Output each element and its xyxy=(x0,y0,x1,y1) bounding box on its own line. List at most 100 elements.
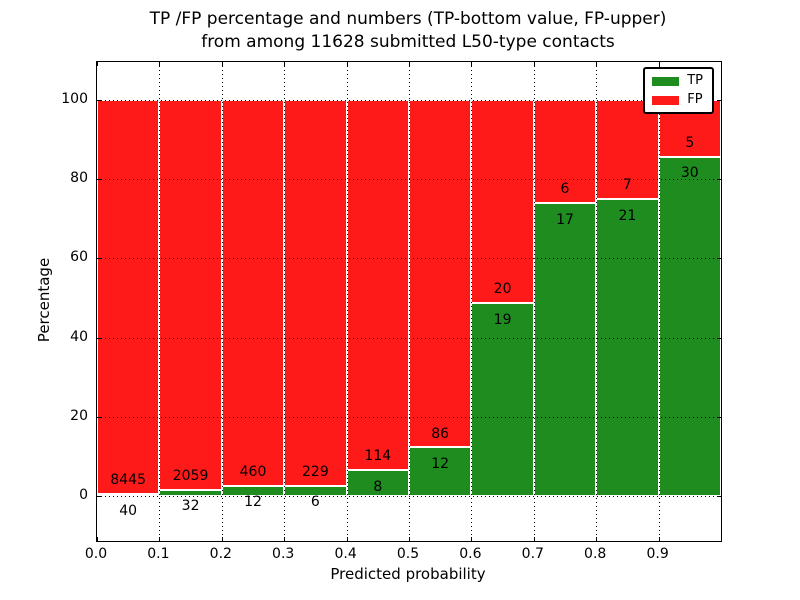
fp-swatch-icon xyxy=(652,95,680,105)
tick-mark xyxy=(346,537,348,541)
grid-line-v xyxy=(471,62,473,541)
chart-title: TP /FP percentage and numbers (TP-bottom… xyxy=(96,8,720,54)
grid-line-v xyxy=(284,62,286,541)
bar-label-fp: 86 xyxy=(431,425,450,442)
x-tick-label: 0.8 xyxy=(584,546,607,562)
tick-mark xyxy=(717,416,721,418)
tick-mark xyxy=(159,62,161,66)
tick-mark xyxy=(97,100,101,101)
plot-area: 8445 40 2059 32 460 12 229 6 114 8 86 12 20 19 6 17 7 21 5… xyxy=(96,61,722,542)
tick-mark xyxy=(97,258,101,260)
bar-label-fp: 8445 xyxy=(110,472,147,489)
legend: TP FP xyxy=(643,67,714,114)
tick-mark xyxy=(596,62,598,66)
bar-label-tp: 21 xyxy=(618,207,637,224)
y-tick-label: 60 xyxy=(70,249,88,266)
tick-mark xyxy=(717,495,721,497)
tick-mark xyxy=(533,537,535,541)
tick-mark xyxy=(221,62,223,66)
bar-segment-tp xyxy=(658,156,721,496)
bar-segment-fp xyxy=(471,100,534,303)
bar-segment-tp xyxy=(409,447,472,496)
x-tick-label: 0.3 xyxy=(272,546,295,562)
bar-segment-tp xyxy=(471,303,534,496)
tick-mark xyxy=(97,179,101,181)
tick-mark xyxy=(717,179,721,181)
bar-label-fp: 2059 xyxy=(172,467,209,484)
grid-line-v xyxy=(533,62,535,541)
bar-segment-fp xyxy=(159,100,222,490)
bar-segment-fp xyxy=(284,100,347,486)
tick-mark xyxy=(533,62,535,66)
bar-segment-tp xyxy=(596,198,659,496)
bar-label-tp: 40 xyxy=(119,502,138,519)
tick-mark xyxy=(97,416,101,418)
bar-segment-fp xyxy=(97,100,160,494)
x-tick-label: 0.6 xyxy=(459,546,482,562)
legend-item-label: FP xyxy=(687,92,703,107)
legend-item-tp: TP xyxy=(652,74,703,88)
tick-mark xyxy=(658,62,660,66)
y-tick-label: 80 xyxy=(70,170,88,187)
y-tick-label: 20 xyxy=(70,407,88,424)
tick-mark xyxy=(284,537,286,541)
bar-segment-tp xyxy=(346,469,409,496)
bar-segment-fp xyxy=(346,100,409,470)
grid-line-v xyxy=(409,62,410,541)
tick-mark xyxy=(221,537,223,541)
bar-segment-tp xyxy=(97,494,160,496)
bar-label-fp: 5 xyxy=(685,134,695,151)
legend-item-label: TP xyxy=(687,73,703,88)
y-axis-label: Percentage xyxy=(35,257,53,343)
tick-mark xyxy=(471,537,473,541)
x-tick-label: 0.9 xyxy=(646,546,669,562)
bar-label-tp: 8 xyxy=(373,478,383,495)
tick-mark xyxy=(159,537,161,541)
x-axis-label: Predicted probability xyxy=(330,565,486,583)
bar-label-tp: 6 xyxy=(310,494,320,511)
y-tick-label: 0 xyxy=(79,486,88,503)
bar-label-tp: 30 xyxy=(680,165,699,182)
tick-mark xyxy=(346,62,348,66)
tick-mark xyxy=(97,537,98,541)
y-tick-label: 100 xyxy=(61,91,88,107)
tp-swatch-icon xyxy=(652,76,680,86)
legend-item-fp: FP xyxy=(652,93,703,107)
tick-mark xyxy=(658,537,660,541)
bar-label-tp: 19 xyxy=(493,311,512,328)
bar-label-fp: 114 xyxy=(364,448,392,465)
y-tick-label: 40 xyxy=(70,328,88,345)
x-tick-label: 0.7 xyxy=(521,546,544,562)
tick-mark xyxy=(471,62,473,66)
grid-line-v xyxy=(596,62,598,541)
x-tick-label: 0.5 xyxy=(396,546,420,562)
grid-line-v xyxy=(346,62,348,541)
tick-mark xyxy=(409,62,410,66)
bar-label-fp: 229 xyxy=(302,463,329,480)
bar-segment-fp xyxy=(596,100,659,199)
bar-label-fp: 6 xyxy=(560,181,570,198)
bar-segment-fp xyxy=(221,100,285,486)
bar-label-fp: 460 xyxy=(239,463,267,480)
tick-mark xyxy=(97,495,101,497)
bar-segment-tp xyxy=(533,203,597,496)
chart-title-line2: from among 11628 submitted L50-type cont… xyxy=(201,32,615,52)
chart-title-line1: TP /FP percentage and numbers (TP-bottom… xyxy=(149,9,667,29)
bar-label-tp: 17 xyxy=(556,211,574,228)
tick-mark xyxy=(596,537,598,541)
bar-label-fp: 20 xyxy=(493,281,512,298)
tick-mark xyxy=(409,537,410,541)
bar-segment-fp xyxy=(533,100,597,204)
x-tick-label: 0.4 xyxy=(334,546,357,562)
bar-label-tp: 12 xyxy=(431,456,450,473)
bar-label-tp: 32 xyxy=(181,498,200,515)
x-tick-label: 0.1 xyxy=(147,546,170,562)
tick-mark xyxy=(284,62,286,66)
tick-mark xyxy=(97,337,101,339)
grid-line-v xyxy=(658,62,660,541)
x-tick-label: 0.0 xyxy=(84,546,108,562)
tick-mark xyxy=(717,337,721,339)
bar-label-tp: 12 xyxy=(244,494,262,511)
tick-mark xyxy=(717,100,721,101)
